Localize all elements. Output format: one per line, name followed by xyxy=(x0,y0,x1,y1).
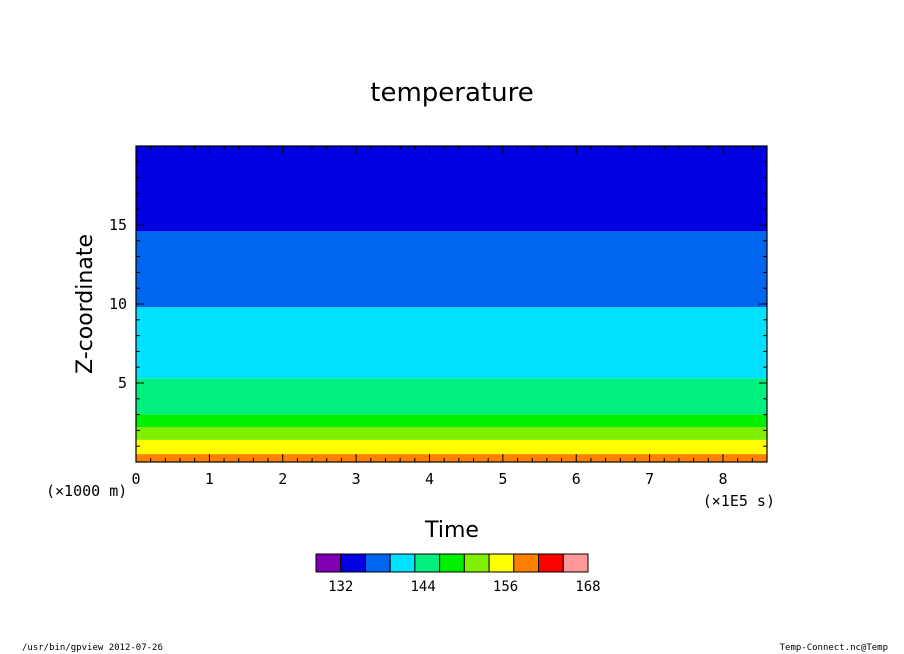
x-tick-label: 4 xyxy=(425,470,434,488)
y-axis-label: Z-coordinate xyxy=(73,234,98,374)
x-tick-label: 8 xyxy=(718,470,727,488)
y-tick-label: 10 xyxy=(109,295,127,313)
contour-band-5 xyxy=(136,307,767,379)
x-axis-label: Time xyxy=(424,518,479,543)
colorbar: 132 144 156 168 xyxy=(315,553,601,595)
x-tick-label: 2 xyxy=(278,470,287,488)
colorbar-tick-label: 168 xyxy=(575,579,600,595)
x-tick-label: 0 xyxy=(131,470,140,488)
y-tick-label: 15 xyxy=(109,216,127,234)
x-tick-label: 1 xyxy=(205,470,214,488)
x-tick-label: 6 xyxy=(572,470,581,488)
colorbar-swatch-1 xyxy=(340,553,366,573)
contour-band-4 xyxy=(136,378,767,415)
contour-band-3 xyxy=(136,414,767,428)
colorbar-swatch-7 xyxy=(488,553,515,573)
colorbar-swatch-9 xyxy=(538,553,564,573)
colorbar-swatch-10 xyxy=(562,553,589,573)
contour-band-0 xyxy=(136,454,767,462)
colorbar-swatch-0 xyxy=(315,553,342,573)
colorbar-tick-label: 132 xyxy=(328,579,353,595)
colorbar-tick-label: 144 xyxy=(410,579,435,595)
contour-bands xyxy=(136,146,767,462)
chart-title: temperature xyxy=(370,78,533,108)
axis-ticks: 0 1 2 3 4 5 6 7 8 5 10 15 xyxy=(109,145,768,488)
colorbar-swatch-2 xyxy=(364,553,391,573)
contour-band-6 xyxy=(136,231,767,308)
footer-left: /usr/bin/gpview 2012-07-26 xyxy=(22,643,163,653)
colorbar-tick-label: 156 xyxy=(493,579,518,595)
contour-band-2 xyxy=(136,427,767,440)
y-tick-label: 5 xyxy=(118,374,127,392)
contour-band-1 xyxy=(136,439,767,455)
plot-frame xyxy=(135,145,768,463)
colorbar-swatch-8 xyxy=(513,553,540,573)
footer-right: Temp-Connect.nc@Temp xyxy=(779,643,888,653)
colorbar-swatch-3 xyxy=(389,553,416,573)
x-tick-label: 3 xyxy=(352,470,361,488)
colorbar-swatch-5 xyxy=(439,553,465,573)
x-tick-label: 5 xyxy=(498,470,507,488)
colorbar-swatch-4 xyxy=(414,553,441,573)
x-axis-unit: (×1E5 s) xyxy=(703,492,775,510)
contour-band-7 xyxy=(136,146,767,232)
y-axis-unit: (×1000 m) xyxy=(46,482,127,500)
x-tick-label: 7 xyxy=(645,470,654,488)
colorbar-swatch-6 xyxy=(463,553,490,573)
